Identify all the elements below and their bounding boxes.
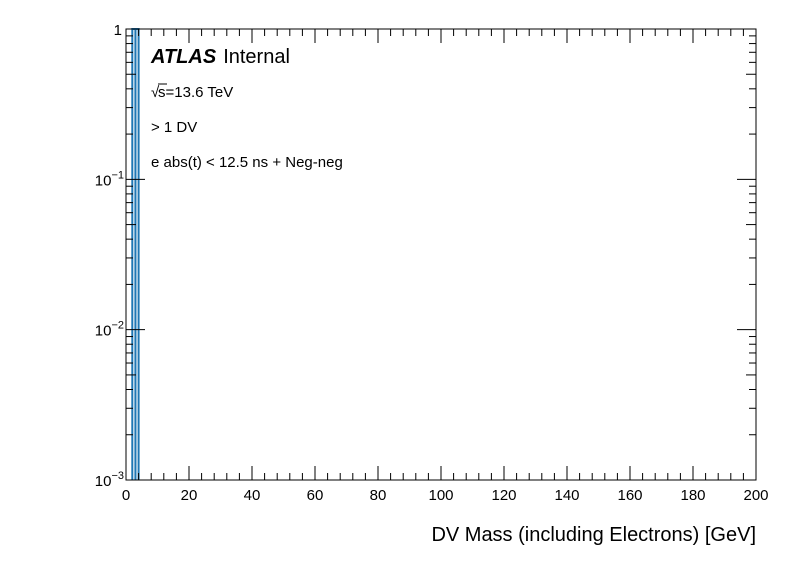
selection-label-timing: e abs(t) < 12.5 ns + Neg-neg xyxy=(151,154,343,171)
x-axis-title: DV Mass (including Electrons) [GeV] xyxy=(431,524,756,546)
x-tick-label: 120 xyxy=(491,487,516,504)
atlas-label: ATLAS Internal xyxy=(150,46,290,68)
y-axis-ticks: 1 10−1 10−2 10−3 xyxy=(95,22,756,490)
energy-value: =13.6 TeV xyxy=(166,84,234,101)
x-tick-label: 0 xyxy=(122,487,130,504)
histogram-bar-1 xyxy=(134,28,140,480)
x-tick-label: 160 xyxy=(617,487,642,504)
x-tick-label: 200 xyxy=(743,487,768,504)
internal-text: Internal xyxy=(223,46,290,68)
atlas-text: ATLAS xyxy=(150,46,217,68)
energy-label: √ s=13.6 TeV xyxy=(151,83,233,101)
selection-label-dv: > 1 DV xyxy=(151,119,197,136)
x-tick-label: 80 xyxy=(370,487,387,504)
x-tick-label: 140 xyxy=(554,487,579,504)
x-tick-label: 20 xyxy=(181,487,198,504)
y-tick-label: 10−3 xyxy=(95,470,124,490)
x-tick-label: 100 xyxy=(428,487,453,504)
x-tick-label: 60 xyxy=(307,487,324,504)
x-tick-label: 180 xyxy=(680,487,705,504)
y-tick-label: 1 xyxy=(114,22,122,39)
histogram-bars xyxy=(131,28,140,480)
x-tick-label: 40 xyxy=(244,487,261,504)
x-axis-ticks: 0 20 40 60 80 100 120 140 160 180 200 xyxy=(122,29,769,504)
energy-s: s xyxy=(158,84,166,101)
svg-text:s=13.6 TeV: s=13.6 TeV xyxy=(158,84,233,101)
y-tick-label: 10−2 xyxy=(95,320,124,340)
sqrt-sign: √ xyxy=(151,84,160,101)
y-tick-label: 10−1 xyxy=(95,169,124,189)
